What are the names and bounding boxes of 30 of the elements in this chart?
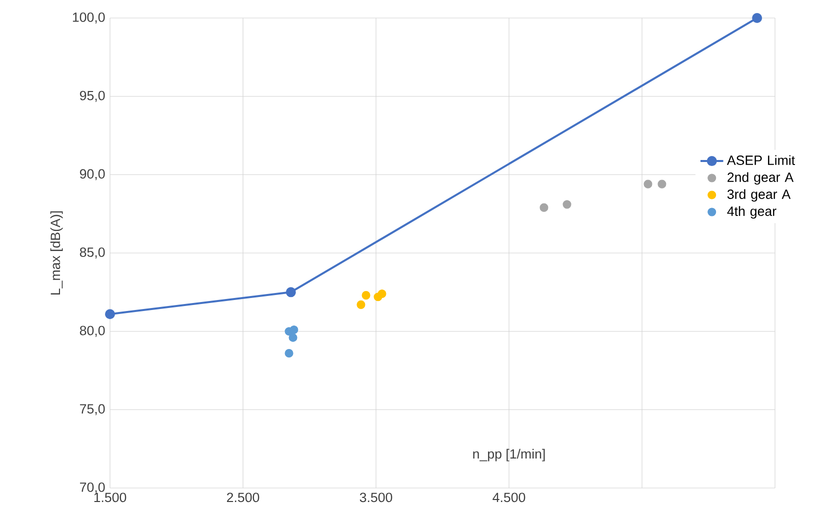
y-tick-label: 100,0	[72, 12, 105, 24]
point	[540, 203, 548, 212]
legend-label: 3rd gear A	[727, 189, 791, 202]
y-tick-label: 75,0	[80, 404, 105, 416]
x-tick-label: 2.500	[226, 492, 260, 502]
point	[105, 309, 115, 320]
point	[752, 13, 762, 23]
legend-label: 2nd gear A	[728, 172, 794, 185]
legend-label: 4th gear	[727, 206, 776, 219]
point	[284, 349, 294, 358]
point	[286, 287, 296, 298]
point	[288, 333, 298, 342]
y-tick-label: 70,0	[80, 482, 105, 494]
point	[362, 291, 370, 300]
x-tick-label: 3.500	[360, 492, 392, 502]
y-tick-label: 85,0	[80, 247, 105, 259]
legend-label: ASEP Limit	[726, 155, 795, 165]
x-tick-label: 4.500	[492, 492, 526, 502]
x-tick-label: 1.500	[94, 492, 126, 502]
point	[562, 200, 572, 209]
point	[644, 180, 652, 188]
y-tick-label: 80,0	[80, 326, 105, 337]
point	[658, 180, 666, 188]
y-tick-label: 95,0	[80, 90, 105, 102]
point	[378, 289, 386, 298]
y-axis-title: L_max [dB(A)]	[50, 211, 63, 295]
x-axis-title: n_pp [1/min]	[473, 448, 545, 462]
point	[356, 300, 366, 309]
point	[290, 326, 298, 334]
y-tick-label: 90,0	[80, 169, 105, 180]
